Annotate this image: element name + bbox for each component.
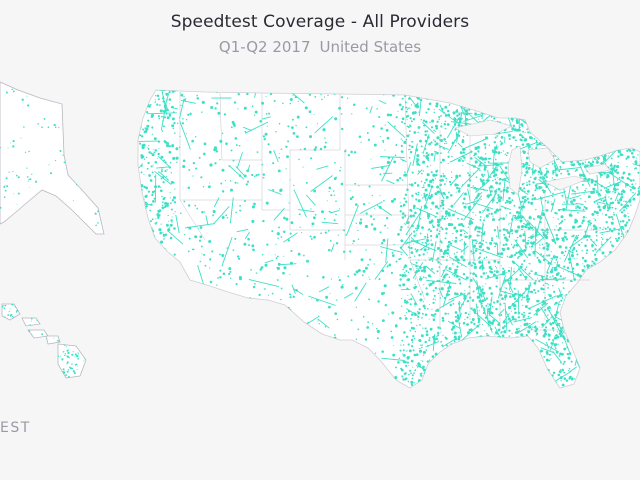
speedtest-logo-text: EST [0,420,31,436]
state-borders [179,92,600,331]
region-label: United States [319,38,422,56]
great-lakes [454,119,611,196]
contiguous-us-shape [137,89,640,389]
map-title: Speedtest Coverage - All Providers [170,12,470,32]
period-label: Q1-Q2 2017 [218,38,311,56]
hawaii-shape [1,303,87,379]
map-subtitle: Q1-Q2 2017 United States [0,38,640,56]
alaska-shape [0,81,105,235]
